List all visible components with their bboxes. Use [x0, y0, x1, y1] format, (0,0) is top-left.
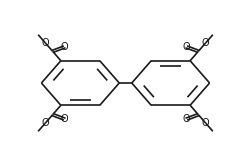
Text: O: O — [201, 118, 208, 128]
Text: O: O — [60, 42, 68, 52]
Text: O: O — [182, 42, 190, 52]
Text: O: O — [60, 114, 68, 124]
Text: O: O — [182, 114, 190, 124]
Text: O: O — [201, 38, 208, 48]
Text: O: O — [42, 38, 49, 48]
Text: O: O — [42, 118, 49, 128]
